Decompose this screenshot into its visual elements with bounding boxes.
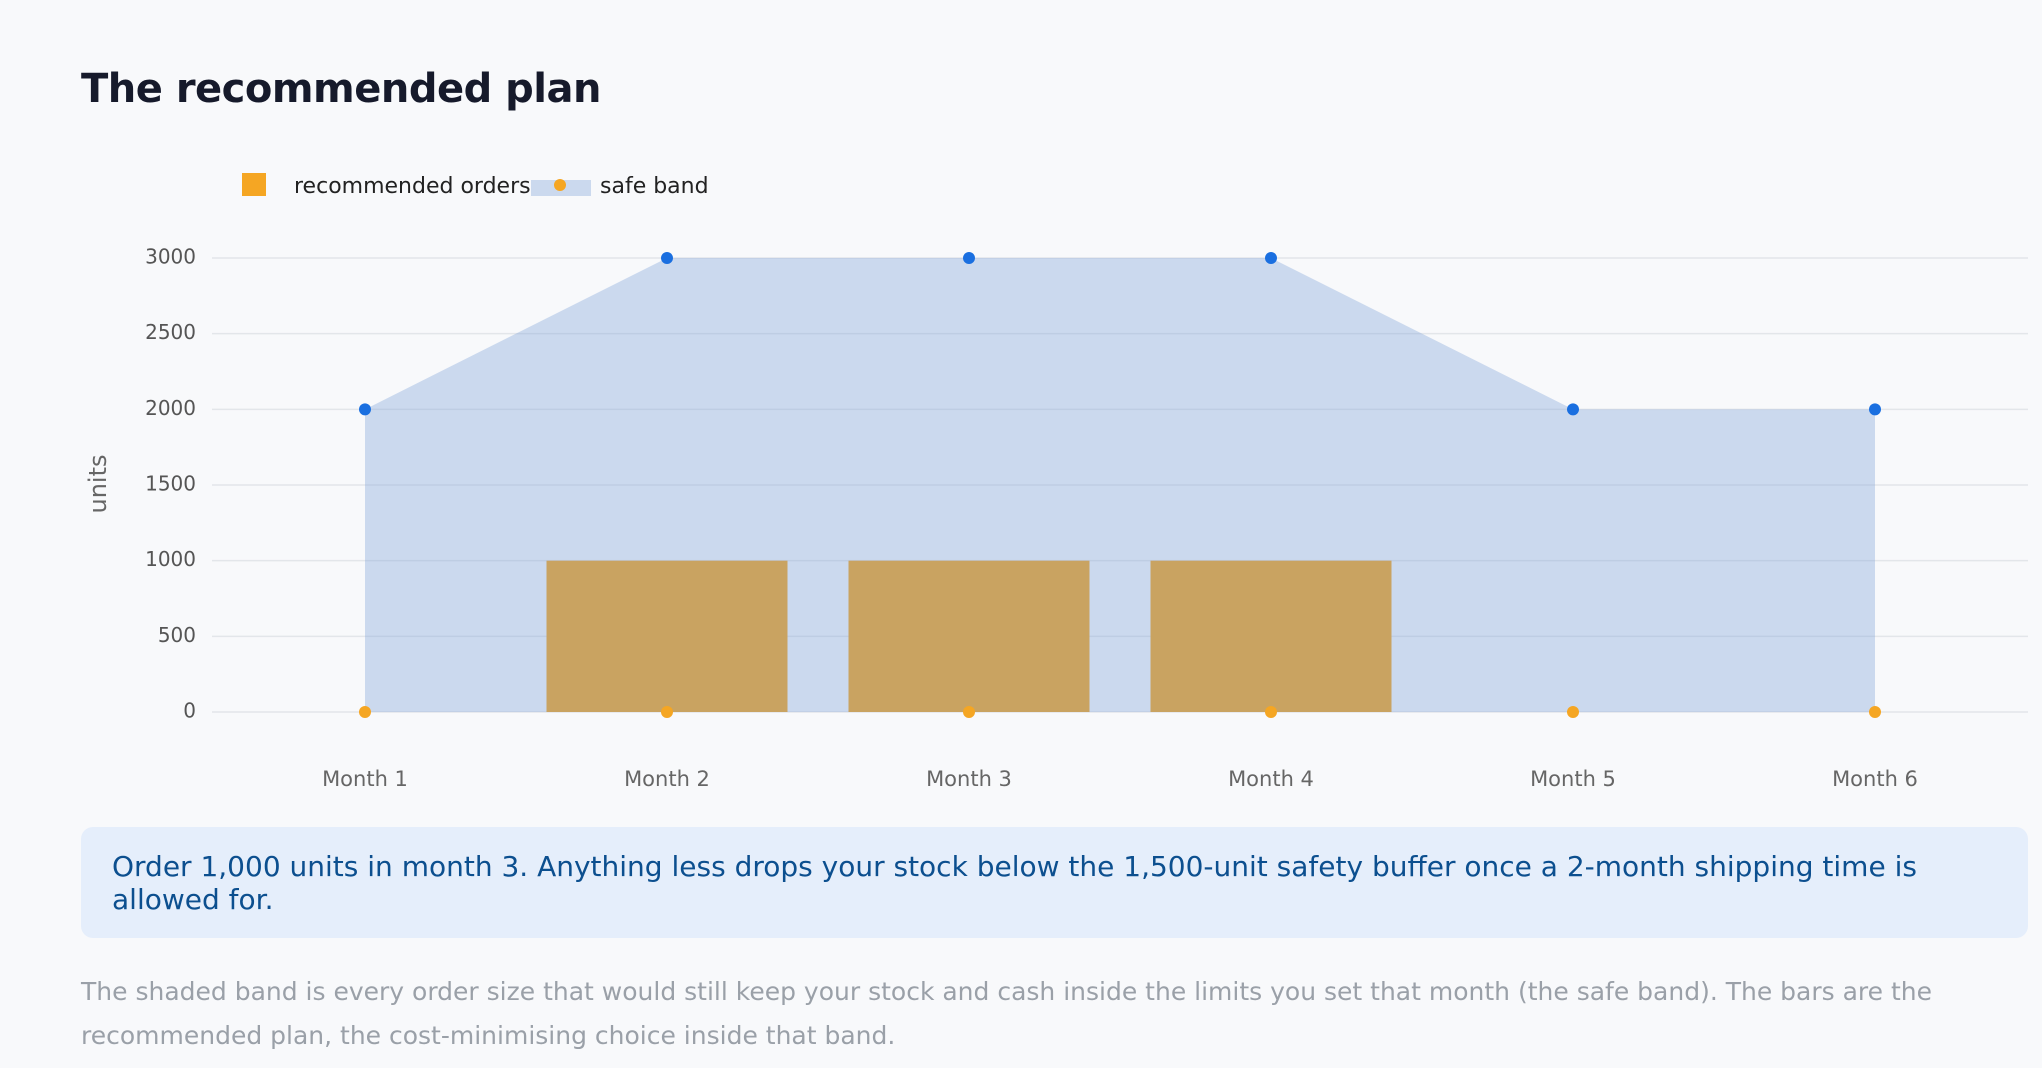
- band-upper-point: [1567, 403, 1579, 416]
- band-upper-point: [963, 252, 975, 264]
- callout-text: Order 1,000 units in month 3. Anything l…: [112, 849, 1917, 916]
- x-tick-label: Month 6: [1832, 767, 1918, 791]
- y-tick-label: 2500: [145, 320, 196, 344]
- x-tick-label: Month 2: [624, 767, 710, 791]
- band-upper-point: [359, 403, 371, 416]
- y-tick-label: 0: [183, 699, 196, 723]
- y-tick-label: 2000: [145, 396, 196, 420]
- x-tick-label: Month 5: [1530, 767, 1616, 791]
- legend-label: safe band: [600, 174, 709, 199]
- band-lower-point: [1265, 706, 1277, 718]
- y-axis-label: units: [84, 454, 112, 513]
- bar: [546, 560, 788, 712]
- bar: [1150, 560, 1392, 712]
- caption: The shaded band is every order size that…: [81, 977, 1933, 1050]
- legend-swatch-point: [554, 179, 566, 191]
- band-upper-point: [661, 252, 673, 264]
- chart: units 0 500 1000 1500 2000 2500 3000 Month 1 Mon…: [84, 173, 2028, 791]
- y-tick-label: 500: [158, 623, 196, 647]
- callout: Order 1,000 units in month 3. Anything l…: [81, 827, 2028, 938]
- band-upper-point: [1869, 403, 1881, 416]
- y-tick-label: 3000: [145, 245, 196, 269]
- band-lower-point: [1869, 706, 1881, 718]
- x-tick-label: Month 1: [322, 767, 408, 791]
- page-title: The recommended plan: [81, 66, 601, 112]
- legend-swatch: [242, 173, 266, 196]
- bar: [848, 560, 1090, 712]
- y-tick-label: 1500: [145, 472, 196, 496]
- band-upper-point: [1265, 252, 1277, 264]
- x-tick-label: Month 3: [926, 767, 1012, 791]
- legend-label: recommended orders: [294, 174, 531, 199]
- band-lower-point: [963, 706, 975, 718]
- safe-band-area: [365, 258, 1875, 712]
- x-tick-label: Month 4: [1228, 767, 1314, 791]
- band-lower-point: [661, 706, 673, 718]
- band-lower-point: [359, 706, 371, 718]
- y-tick-label: 1000: [145, 547, 196, 571]
- band-lower-point: [1567, 706, 1579, 718]
